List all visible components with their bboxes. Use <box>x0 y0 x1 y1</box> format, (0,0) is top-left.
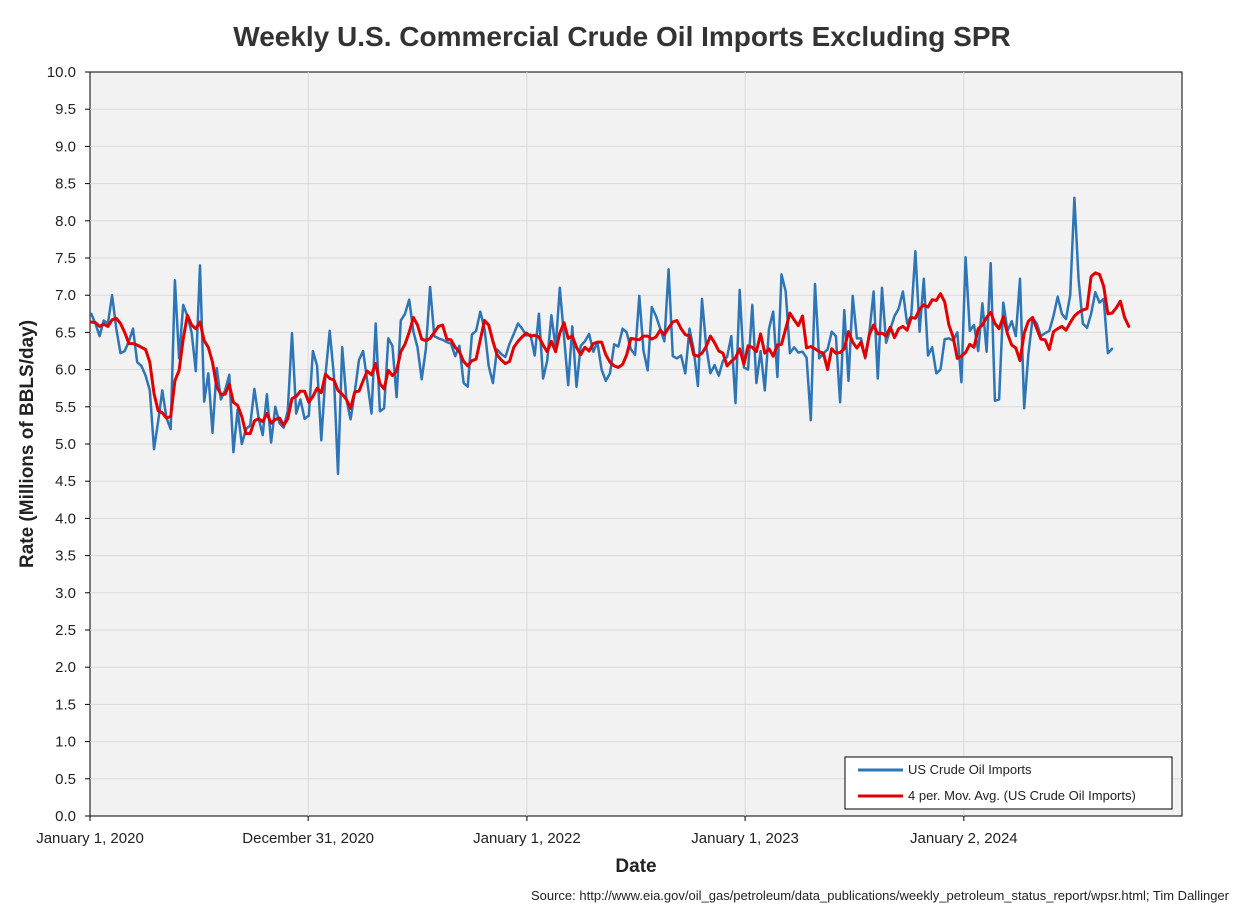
x-tick-label: December 31, 2020 <box>242 830 374 847</box>
y-tick-label: 2.5 <box>55 622 76 639</box>
x-tick-label: January 1, 2020 <box>36 830 144 847</box>
y-tick-label: 3.5 <box>55 548 76 565</box>
series-line-moving-average <box>89 271 1131 436</box>
x-tick-label: January 2, 2024 <box>910 830 1018 847</box>
y-tick-label: 1.0 <box>55 734 76 751</box>
y-tick-label: 6.5 <box>55 324 76 341</box>
source-note: Source: http://www.eia.gov/oil_gas/petro… <box>531 888 1230 903</box>
y-tick-label: 8.0 <box>55 213 76 230</box>
legend-label-moving-average: 4 per. Mov. Avg. (US Crude Oil Imports) <box>908 788 1136 803</box>
y-tick-label: 6.0 <box>55 362 76 379</box>
series-layer <box>89 196 1131 476</box>
y-tick-label: 9.5 <box>55 101 76 118</box>
legend-label-imports: US Crude Oil Imports <box>908 762 1032 777</box>
y-tick-label: 0.5 <box>55 771 76 788</box>
y-tick-label: 0.0 <box>55 808 76 825</box>
grid-layer <box>90 72 1182 816</box>
y-tick-label: 8.5 <box>55 176 76 193</box>
tick-layer: 0.0 0.5 1.0 1.5 2.0 2.5 3.0 3.5 4.0 4.5 5.0 5.5 6.0 6… <box>36 64 1017 847</box>
y-tick-label: 9.0 <box>55 138 76 155</box>
y-tick-label: 7.5 <box>55 250 76 267</box>
y-tick-label: 2.0 <box>55 659 76 676</box>
series-line-imports <box>89 196 1114 476</box>
chart-title: Weekly U.S. Commercial Crude Oil Imports… <box>233 21 1010 52</box>
y-tick-label: 3.0 <box>55 585 76 602</box>
legend: US Crude Oil Imports 4 per. Mov. Avg. (U… <box>844 756 1173 810</box>
y-tick-label: 4.0 <box>55 510 76 527</box>
legend-box <box>844 756 1173 810</box>
y-tick-label: 5.5 <box>55 399 76 416</box>
y-tick-label: 5.0 <box>55 436 76 453</box>
x-axis-title: Date <box>615 856 656 877</box>
y-tick-label: 7.0 <box>55 287 76 304</box>
y-tick-label: 10.0 <box>47 64 76 81</box>
x-tick-label: January 1, 2023 <box>691 830 799 847</box>
y-axis-title: Rate (Millions of BBLS/day) <box>17 320 38 568</box>
y-tick-label: 4.5 <box>55 473 76 490</box>
x-tick-label: January 1, 2022 <box>473 830 581 847</box>
y-tick-label: 1.5 <box>55 696 76 713</box>
